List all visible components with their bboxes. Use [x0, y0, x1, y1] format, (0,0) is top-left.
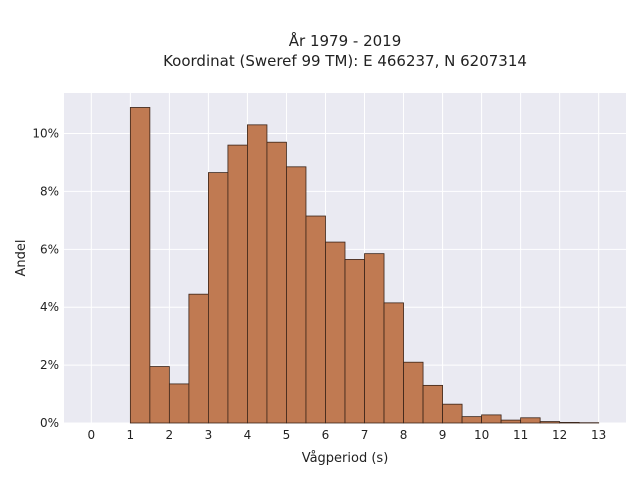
x-tick-label-2: 2: [166, 428, 174, 442]
bar-11: [344, 259, 365, 424]
bar-10: [325, 241, 346, 424]
bar-3: [188, 293, 209, 424]
y-tick-label-2: 4%: [40, 300, 59, 314]
bar-18: [481, 414, 502, 424]
x-tick-label-0: 0: [87, 428, 95, 442]
bar-8: [286, 166, 307, 424]
x-tick-label-9: 9: [439, 428, 447, 442]
x-axis-label: Vågperiod (s): [302, 451, 389, 466]
y-axis-label: Andel: [14, 240, 29, 277]
y-tick-label-4: 8%: [40, 184, 59, 198]
bar-9: [305, 215, 326, 424]
x-tick-label-13: 13: [591, 428, 606, 442]
chart-subtitle: Koordinat (Sweref 99 TM): E 466237, N 62…: [163, 52, 527, 70]
bar-2: [168, 383, 190, 424]
x-tick-label-11: 11: [513, 428, 528, 442]
x-tick-label-6: 6: [322, 428, 330, 442]
y-tick-label-0: 0%: [40, 416, 59, 430]
x-tick-label-4: 4: [244, 428, 252, 442]
x-tick-label-5: 5: [283, 428, 291, 442]
y-tick-label-5: 10%: [32, 127, 59, 141]
bar-21: [539, 421, 561, 424]
x-tick-label-8: 8: [400, 428, 408, 442]
bar-0: [129, 107, 151, 424]
x-tick-label-1: 1: [127, 428, 135, 442]
y-axis-ticks: 0% 2% 4% 6% 8% 10%: [32, 127, 59, 430]
bar-15: [422, 384, 443, 424]
bar-17: [461, 416, 482, 424]
chart-title: År 1979 - 2019: [289, 31, 402, 50]
bar-4: [208, 172, 229, 424]
x-axis-ticks: 0 1 2 3 4 5 6 7 8 9 10 11 12 13: [87, 428, 606, 442]
bar-12: [364, 253, 385, 424]
x-tick-label-7: 7: [361, 428, 369, 442]
x-tick-label-3: 3: [205, 428, 213, 442]
bar-14: [403, 361, 424, 424]
bar-20: [520, 417, 541, 424]
y-tick-label-1: 2%: [40, 358, 59, 372]
bar-6: [247, 124, 268, 424]
x-tick-label-12: 12: [552, 428, 567, 442]
bar-13: [383, 302, 404, 424]
bar-22: [559, 422, 580, 424]
bar-7: [266, 141, 287, 424]
bars: [129, 107, 600, 424]
bar-5: [227, 144, 248, 424]
y-tick-label-3: 6%: [40, 242, 59, 256]
bar-1: [149, 366, 170, 424]
x-tick-label-10: 10: [474, 428, 489, 442]
bar-19: [500, 419, 522, 424]
bar-16: [442, 403, 463, 424]
